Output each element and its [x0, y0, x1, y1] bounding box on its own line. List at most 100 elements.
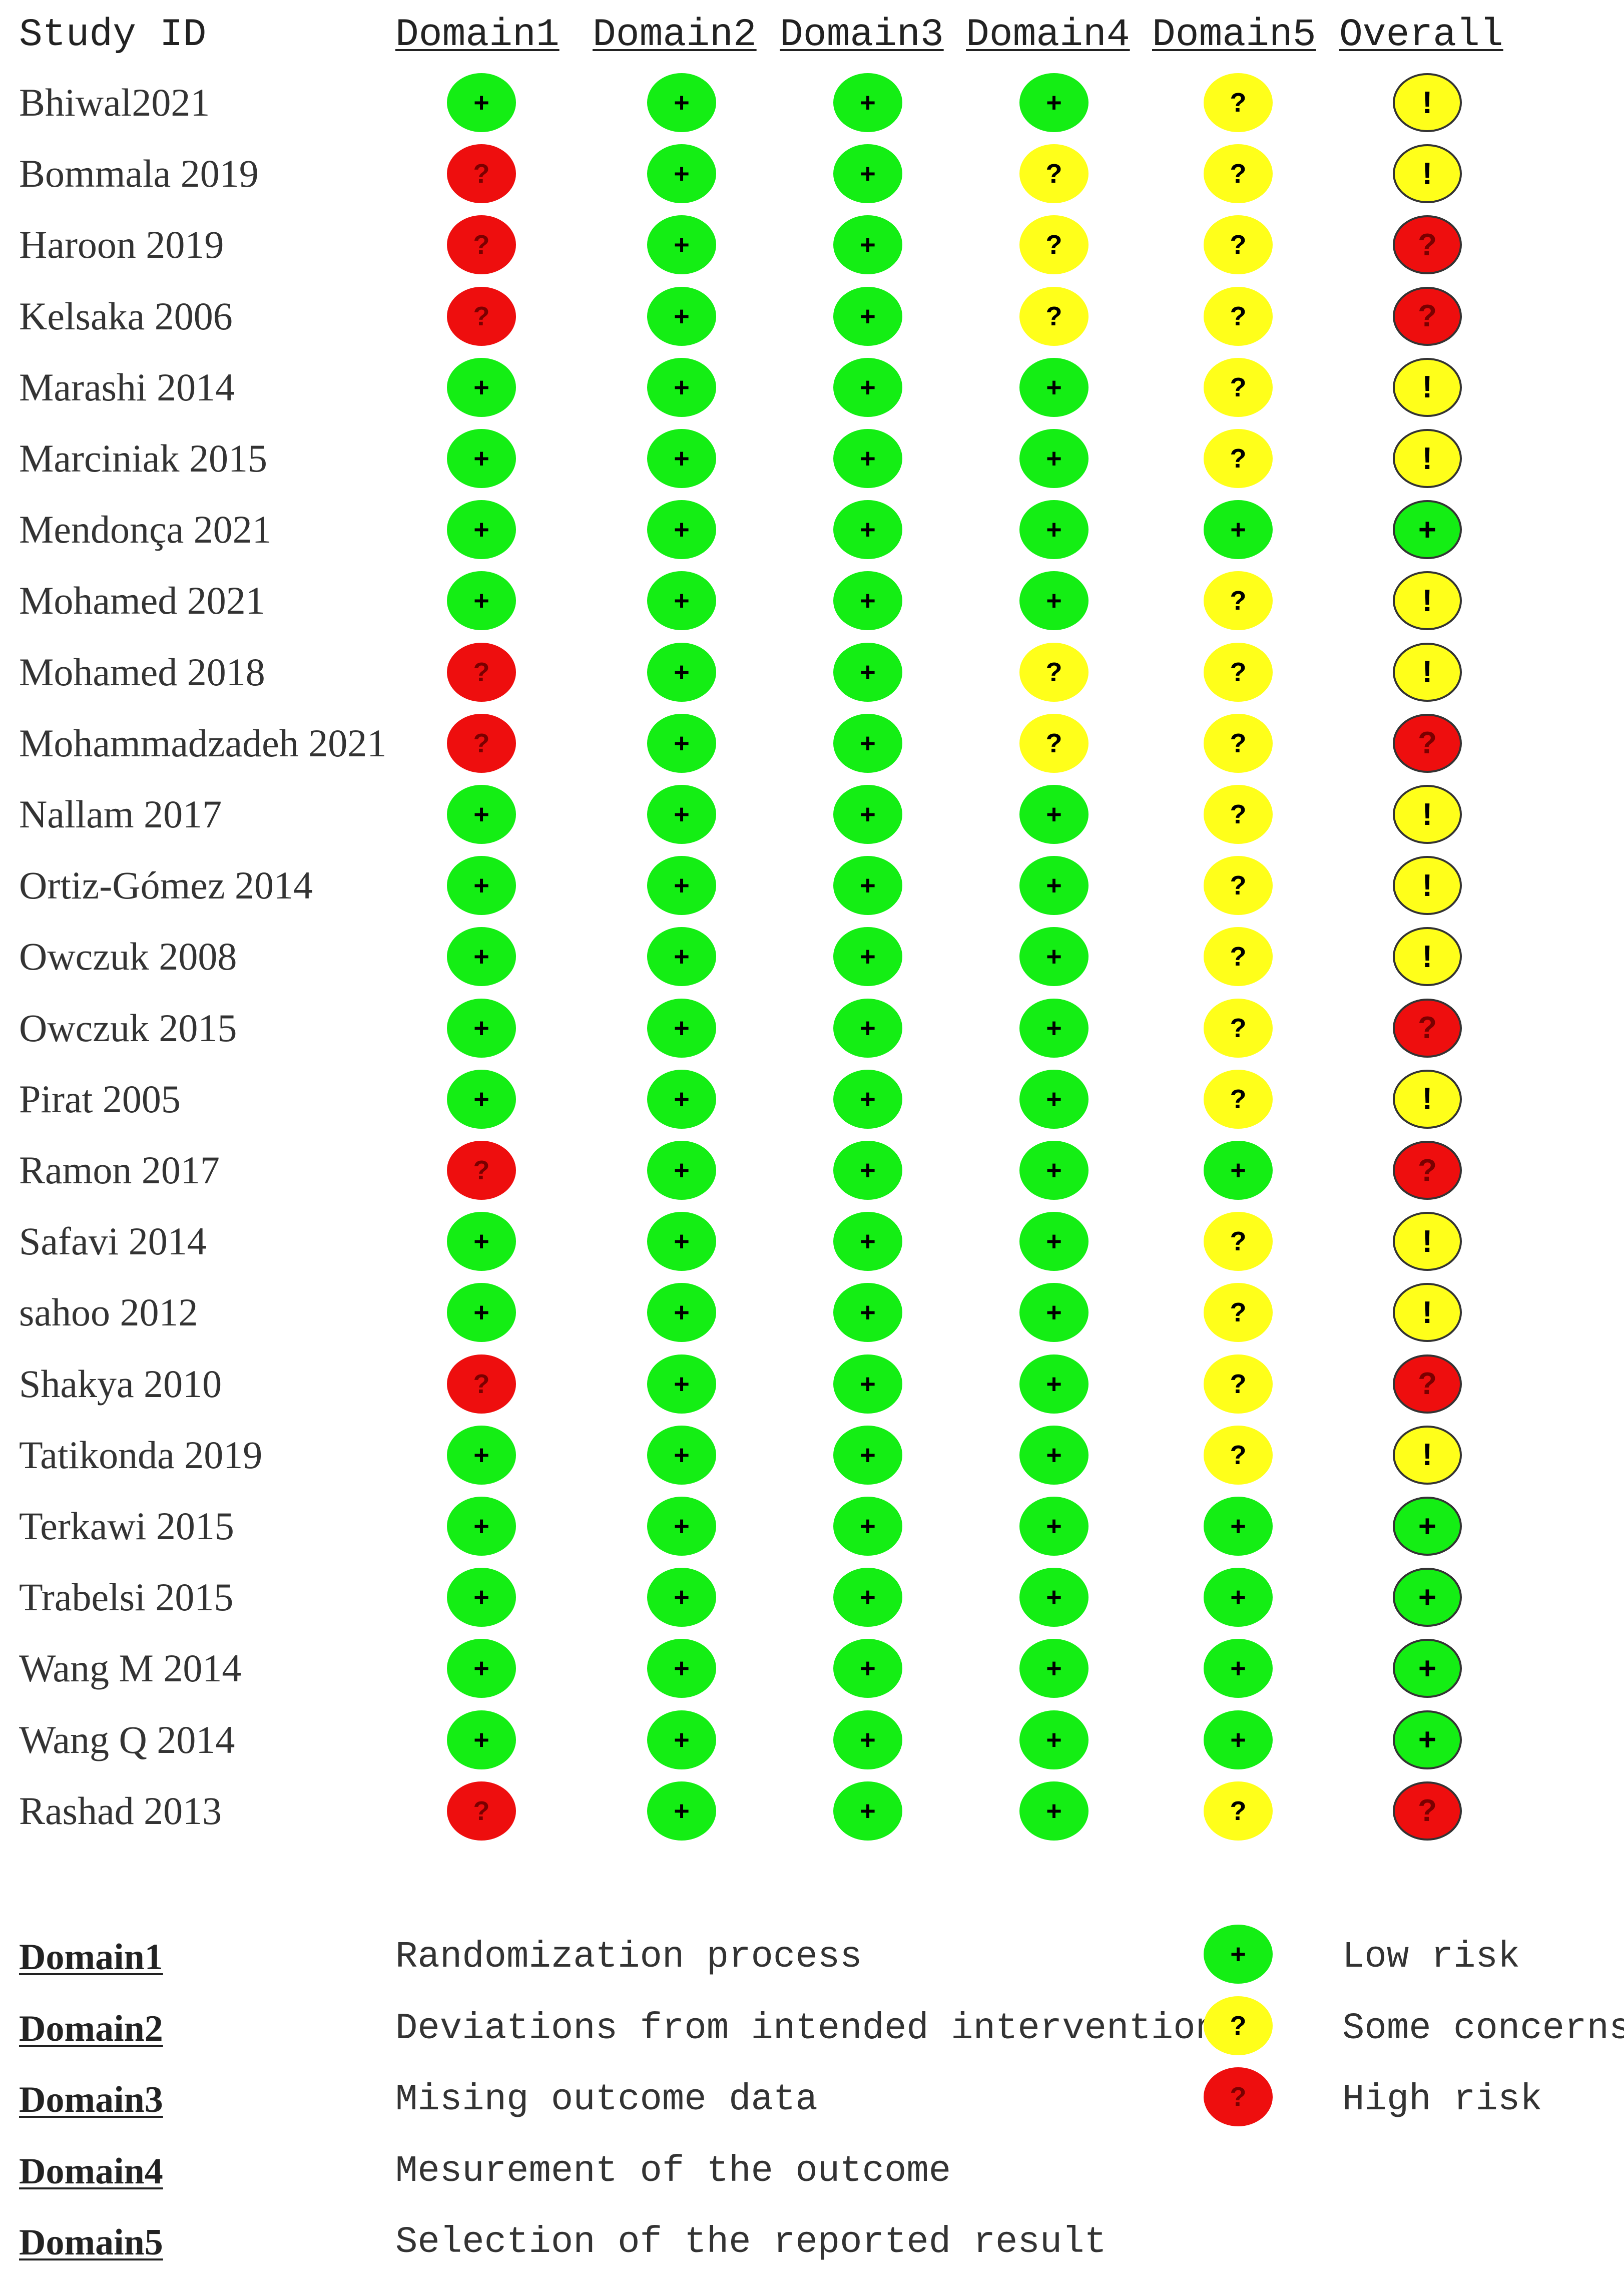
- domain5-judgement-some: ?: [1204, 642, 1273, 702]
- domain2-judgement-low: +: [647, 927, 716, 987]
- domain5-judgement-some: ?: [1204, 286, 1273, 346]
- domain5-judgement-low: +: [1204, 1639, 1273, 1698]
- domain5-judgement-some: ?: [1204, 1354, 1273, 1414]
- domain5-judgement-some: ?: [1204, 144, 1273, 204]
- domain4-judgement-some: ?: [1019, 642, 1089, 702]
- domain5-judgement-some: ?: [1204, 1283, 1273, 1342]
- domain2-judgement-low: +: [647, 144, 716, 204]
- domain2-judgement-low: +: [647, 500, 716, 560]
- overall-judgement-some: !: [1393, 785, 1462, 844]
- domain1-judgement-low: +: [447, 1568, 516, 1627]
- overall-judgement-some: !: [1393, 642, 1462, 702]
- legend-domain-label: Domain2: [19, 2008, 163, 2049]
- overall-judgement-low: +: [1393, 500, 1462, 560]
- study-name: Bommala 2019: [19, 152, 259, 196]
- domain2-judgement-low: +: [647, 1283, 716, 1342]
- legend-domain-label: Domain4: [19, 2150, 163, 2192]
- domain5-judgement-some: ?: [1204, 1212, 1273, 1271]
- domain2-judgement-low: +: [647, 1212, 716, 1271]
- domain1-judgement-high: ?: [447, 642, 516, 702]
- study-name: Ortiz-Gómez 2014: [19, 863, 313, 907]
- domain3-judgement-low: +: [833, 998, 902, 1058]
- domain5-judgement-low: +: [1204, 1710, 1273, 1769]
- domain4-header: Domain4: [966, 13, 1130, 57]
- domain4-judgement-low: +: [1019, 1354, 1089, 1414]
- overall-judgement-some: !: [1393, 1283, 1462, 1342]
- study-name: Haroon 2019: [19, 223, 224, 267]
- domain1-judgement-low: +: [447, 357, 516, 417]
- domain2-judgement-low: +: [647, 1425, 716, 1485]
- study-name: Mohamed 2021: [19, 579, 265, 623]
- domain2-judgement-low: +: [647, 429, 716, 488]
- domain5-judgement-low: +: [1204, 500, 1273, 560]
- domain3-judgement-low: +: [833, 1141, 902, 1200]
- domain3-judgement-low: +: [833, 144, 902, 204]
- study-name: Marashi 2014: [19, 365, 235, 409]
- domain3-judgement-low: +: [833, 1069, 902, 1129]
- overall-judgement-high: ?: [1393, 998, 1462, 1058]
- study-name: Bhiwal2021: [19, 81, 210, 124]
- overall-judgement-some: !: [1393, 73, 1462, 132]
- study-name: Pirat 2005: [19, 1077, 181, 1121]
- overall-judgement-low: +: [1393, 1568, 1462, 1627]
- domain1-judgement-low: +: [447, 1283, 516, 1342]
- domain4-judgement-low: +: [1019, 1069, 1089, 1129]
- study-name: Owczuk 2008: [19, 935, 237, 979]
- domain5-judgement-some: ?: [1204, 1425, 1273, 1485]
- domain1-judgement-low: +: [447, 1069, 516, 1129]
- domain3-judgement-low: +: [833, 1425, 902, 1485]
- study-name: Shakya 2010: [19, 1362, 222, 1406]
- domain5-judgement-some: ?: [1204, 571, 1273, 631]
- domain2-judgement-low: +: [647, 1069, 716, 1129]
- domain3-judgement-low: +: [833, 571, 902, 631]
- study-name: Owczuk 2015: [19, 1006, 237, 1050]
- legend-risk-high-icon: ?: [1204, 2067, 1273, 2126]
- domain4-judgement-low: +: [1019, 1568, 1089, 1627]
- domain4-judgement-low: +: [1019, 998, 1089, 1058]
- domain5-judgement-some: ?: [1204, 856, 1273, 916]
- domain1-judgement-high: ?: [447, 713, 516, 773]
- overall-judgement-some: !: [1393, 144, 1462, 204]
- study-name: Mohammadzadeh 2021: [19, 721, 387, 765]
- domain1-judgement-high: ?: [447, 144, 516, 204]
- legend-domain-description: Randomization process: [395, 1936, 862, 1978]
- domain3-judgement-low: +: [833, 1283, 902, 1342]
- domain4-judgement-low: +: [1019, 571, 1089, 631]
- legend-domain-label: Domain3: [19, 2079, 163, 2120]
- study-name: Rashad 2013: [19, 1788, 222, 1833]
- legend-risk-low-label: Low risk: [1342, 1936, 1520, 1978]
- domain1-judgement-high: ?: [447, 1354, 516, 1414]
- domain2-judgement-low: +: [647, 1639, 716, 1698]
- domain4-judgement-low: +: [1019, 1710, 1089, 1769]
- overall-judgement-some: !: [1393, 357, 1462, 417]
- domain2-judgement-low: +: [647, 1568, 716, 1627]
- domain5-judgement-some: ?: [1204, 1781, 1273, 1841]
- domain1-judgement-low: +: [447, 998, 516, 1058]
- domain2-judgement-low: +: [647, 1781, 716, 1841]
- domain2-judgement-low: +: [647, 998, 716, 1058]
- domain4-judgement-low: +: [1019, 1639, 1089, 1698]
- domain1-judgement-high: ?: [447, 1781, 516, 1841]
- study-name: Nallam 2017: [19, 792, 222, 836]
- domain3-judgement-low: +: [833, 1497, 902, 1556]
- legend-domain-description: Selection of the reported result: [395, 2221, 1107, 2263]
- domain5-judgement-low: +: [1204, 1497, 1273, 1556]
- domain5-judgement-some: ?: [1204, 713, 1273, 773]
- domain4-judgement-some: ?: [1019, 713, 1089, 773]
- domain5-judgement-some: ?: [1204, 215, 1273, 275]
- overall-judgement-some: !: [1393, 927, 1462, 987]
- domain3-header: Domain3: [780, 13, 944, 57]
- domain3-judgement-low: +: [833, 1710, 902, 1769]
- domain4-judgement-low: +: [1019, 785, 1089, 844]
- domain5-judgement-some: ?: [1204, 357, 1273, 417]
- domain3-judgement-low: +: [833, 357, 902, 417]
- domain2-judgement-low: +: [647, 713, 716, 773]
- overall-judgement-some: !: [1393, 1212, 1462, 1271]
- domain3-judgement-low: +: [833, 1781, 902, 1841]
- domain5-judgement-low: +: [1204, 1141, 1273, 1200]
- domain4-judgement-low: +: [1019, 500, 1089, 560]
- domain3-judgement-low: +: [833, 500, 902, 560]
- domain4-judgement-low: +: [1019, 1212, 1089, 1271]
- domain2-judgement-low: +: [647, 73, 716, 132]
